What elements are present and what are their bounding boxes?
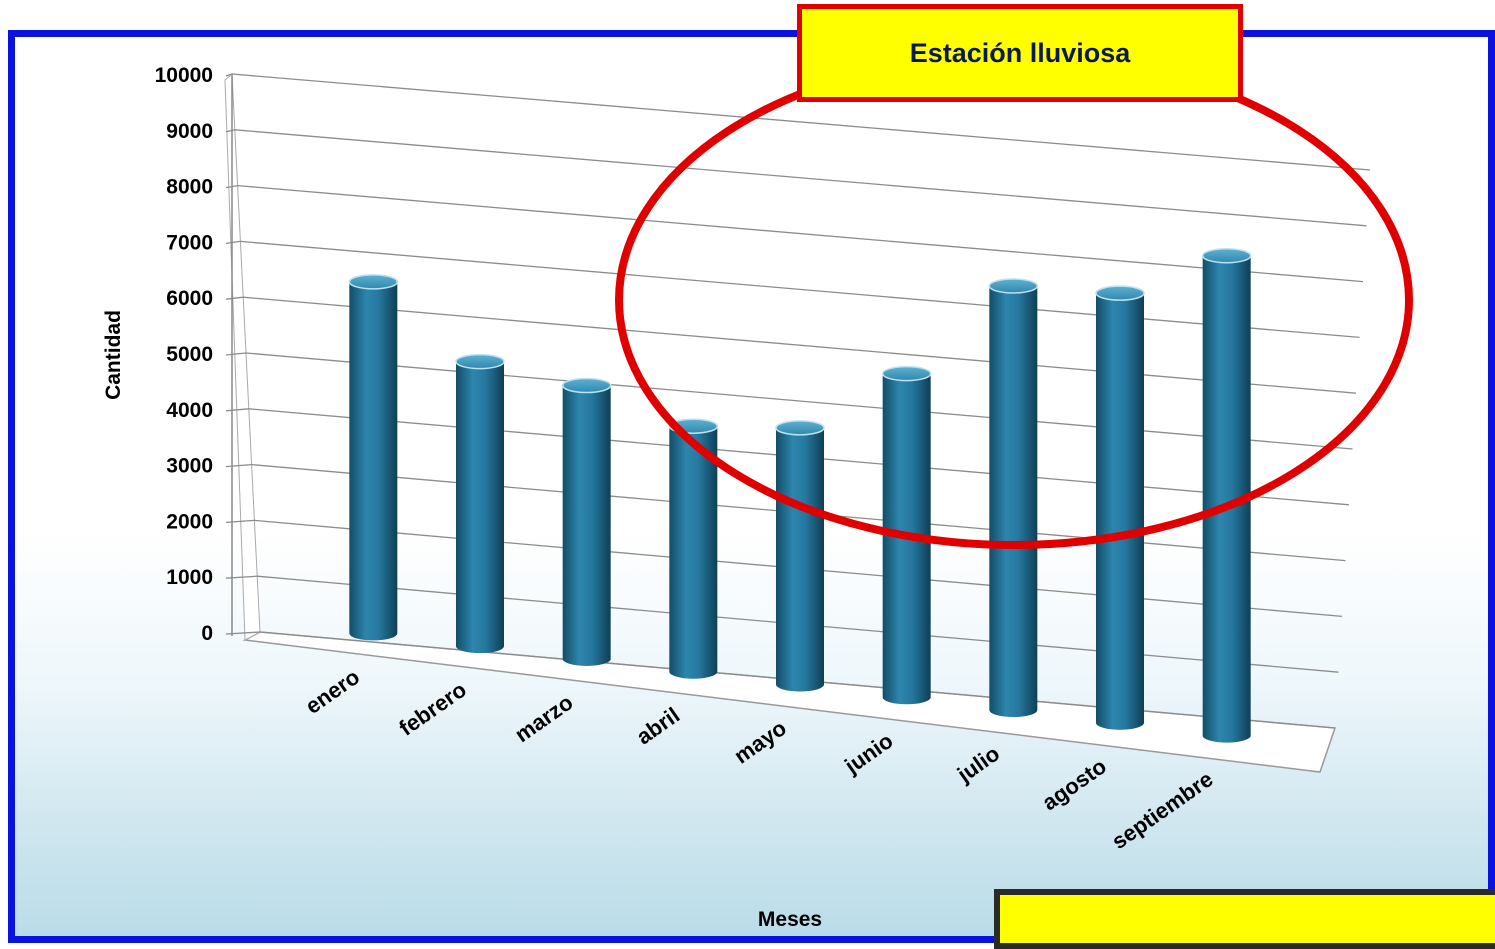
y-tick-label: 4000 <box>166 399 213 422</box>
y-tick-label: 0 <box>201 622 213 645</box>
x-tick-label: agosto <box>1037 753 1110 815</box>
y-tick-label: 1000 <box>166 566 213 589</box>
x-tick-label: junio <box>839 728 897 779</box>
y-tick-mark <box>225 575 258 579</box>
y-tick-mark <box>225 73 233 77</box>
rainy-season-label: Estación lluviosa <box>909 37 1131 68</box>
y-axis-title: Cantidad <box>102 310 125 400</box>
gridline <box>231 73 1371 171</box>
bar-top <box>988 278 1039 294</box>
y-tick-mark <box>225 184 238 189</box>
x-tick-label: febrero <box>394 677 470 741</box>
y-tick-label: 9000 <box>166 120 213 143</box>
bar <box>669 426 718 679</box>
y-tick-mark <box>225 352 247 356</box>
x-tick-label: julio <box>952 741 1004 788</box>
y-tick-label: 10000 <box>155 64 213 87</box>
rainy-season-callout: Estación lluviosa <box>797 4 1243 102</box>
x-axis-title: Meses <box>758 908 822 931</box>
gridline <box>245 352 1353 450</box>
bar-top <box>348 274 399 290</box>
gridline <box>234 129 1367 227</box>
y-tick-label: 3000 <box>166 455 213 478</box>
y-tick-label: 6000 <box>166 287 213 310</box>
x-tick-label: septiembre <box>1107 766 1218 854</box>
y-tick-mark <box>225 408 249 412</box>
y-tick-mark <box>225 631 261 635</box>
bar-top <box>455 353 505 370</box>
y-tick-label: 5000 <box>166 343 213 366</box>
bar <box>1202 255 1251 743</box>
bar <box>456 361 504 654</box>
chart-left-wall <box>224 72 261 641</box>
gridline <box>240 240 1360 339</box>
x-tick-label: enero <box>301 664 364 719</box>
x-tick-label: mayo <box>729 715 790 768</box>
x-tick-label: abril <box>632 702 684 749</box>
y-tick-label: 2000 <box>166 510 213 533</box>
bar <box>776 427 824 692</box>
y-tick-mark <box>225 129 235 133</box>
x-tick-label: marzo <box>510 690 577 748</box>
bar <box>562 385 611 666</box>
y-tick-mark <box>225 463 252 468</box>
gridline <box>243 296 1357 394</box>
bar-top <box>1095 285 1145 301</box>
y-tick-mark <box>225 296 244 300</box>
bar-top <box>1201 247 1252 264</box>
bar-top <box>775 420 825 436</box>
y-tick-mark <box>225 240 241 245</box>
y-tick-mark <box>225 519 255 524</box>
bar <box>989 285 1038 718</box>
bar <box>349 281 398 641</box>
y-tick-label: 8000 <box>166 176 213 199</box>
gridline <box>237 184 1364 283</box>
bar-top <box>561 377 612 394</box>
bar <box>1096 293 1144 730</box>
bar-top <box>881 365 932 382</box>
lower-callout-box <box>994 889 1495 949</box>
y-tick-label: 7000 <box>166 231 213 254</box>
